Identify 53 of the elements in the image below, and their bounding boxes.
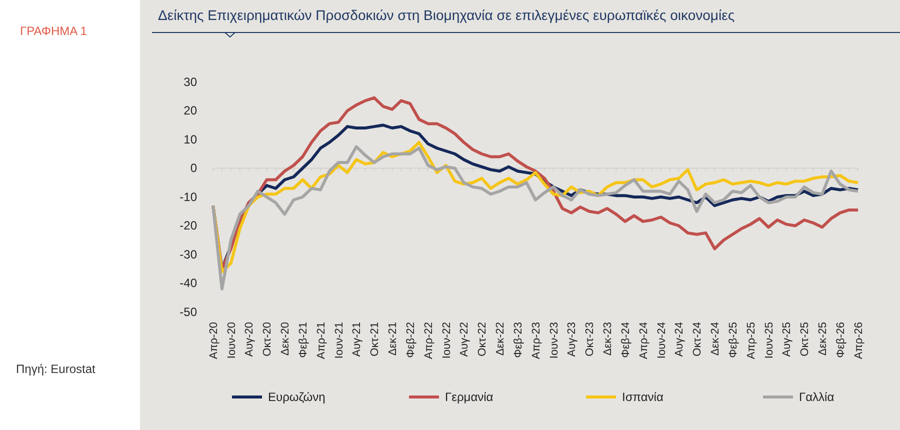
x-tick-label: Απρ-24 xyxy=(638,322,650,360)
x-tick-label: Ιουν-24 xyxy=(656,322,668,359)
x-tick-label: Ιουν-23 xyxy=(548,322,560,359)
x-tick-label: Οκτ-23 xyxy=(584,322,596,356)
y-tick-label: 30 xyxy=(184,74,198,89)
x-tick-label: Αυγ-23 xyxy=(566,322,578,357)
legend-label: Ευρωζώνη xyxy=(268,390,326,404)
x-tick-label: Ιουν-25 xyxy=(763,322,776,359)
x-tick-label: Δεκ-20 xyxy=(280,322,292,356)
chart-title: Δείκτης Επιχειρηματικών Προσδοκιών στη Βιομηχανία σε επιλεγμένες ευρωπαϊκές οικονομίες xyxy=(158,7,735,23)
y-tick-label: -20 xyxy=(180,218,198,233)
x-tick-label: Αυγ-22 xyxy=(458,322,471,357)
x-tick-label: Απρ-20 xyxy=(208,322,220,360)
x-tick-label: Δεκ-22 xyxy=(494,322,507,356)
x-tick-label: Οκτ-21 xyxy=(369,322,382,356)
x-tick-label: Αυγ-25 xyxy=(781,322,794,357)
y-tick-label: -10 xyxy=(180,190,198,204)
x-tick-label: Φεβ-25 xyxy=(727,322,740,358)
y-tick-label: 10 xyxy=(184,132,198,146)
text: Πηγή: Eurostat xyxy=(16,362,96,376)
x-tick-label: Απρ-21 xyxy=(315,322,328,360)
x-tick-label: Οκτ-22 xyxy=(476,322,489,356)
x-tick-label: Φεβ-21 xyxy=(297,322,310,358)
x-tick-label: Φεβ-22 xyxy=(404,322,417,358)
x-tick-label: Δεκ-25 xyxy=(817,322,830,356)
x-tick-label: Δεκ-24 xyxy=(710,322,722,356)
legend-label: Γαλλία xyxy=(799,390,834,404)
x-tick-label: Απρ-25 xyxy=(745,322,758,360)
x-tick-label: Αυγ-24 xyxy=(674,322,686,357)
x-tick-label: Δεκ-23 xyxy=(602,322,614,356)
x-tick-label: Απρ-22 xyxy=(422,322,435,360)
x-tick-label: Φεβ-23 xyxy=(512,322,524,358)
legend-label: Ισπανία xyxy=(622,390,664,404)
y-tick-label: 0 xyxy=(190,161,198,176)
legend-label: Γερμανία xyxy=(445,390,494,404)
y-tick-label: -50 xyxy=(180,304,198,319)
x-tick-label: Ιουν-22 xyxy=(440,322,453,359)
x-tick-label: Ιουν-21 xyxy=(333,322,346,359)
x-tick-label: Οκτ-20 xyxy=(262,322,274,356)
y-tick-label: -30 xyxy=(180,247,198,262)
x-tick-label: Φεβ-24 xyxy=(620,322,632,358)
x-tick-label: Αυγ-20 xyxy=(244,322,256,357)
x-tick-label: Φεβ-26 xyxy=(834,322,847,358)
x-tick-label: Οκτ-25 xyxy=(799,322,812,356)
x-tick-label: Απρ-23 xyxy=(530,322,542,360)
y-tick-label: 20 xyxy=(184,104,198,118)
x-tick-label: Δεκ-21 xyxy=(387,322,400,356)
x-tick-label: Οκτ-24 xyxy=(692,322,704,356)
y-tick-label: -40 xyxy=(180,276,198,290)
x-tick-label: Απρ-26 xyxy=(852,322,865,360)
x-tick-label: Αυγ-21 xyxy=(351,322,364,357)
text: ΓΡΑΦΗΜΑ 1 xyxy=(20,24,88,38)
x-tick-label: Ιουν-20 xyxy=(226,322,238,359)
